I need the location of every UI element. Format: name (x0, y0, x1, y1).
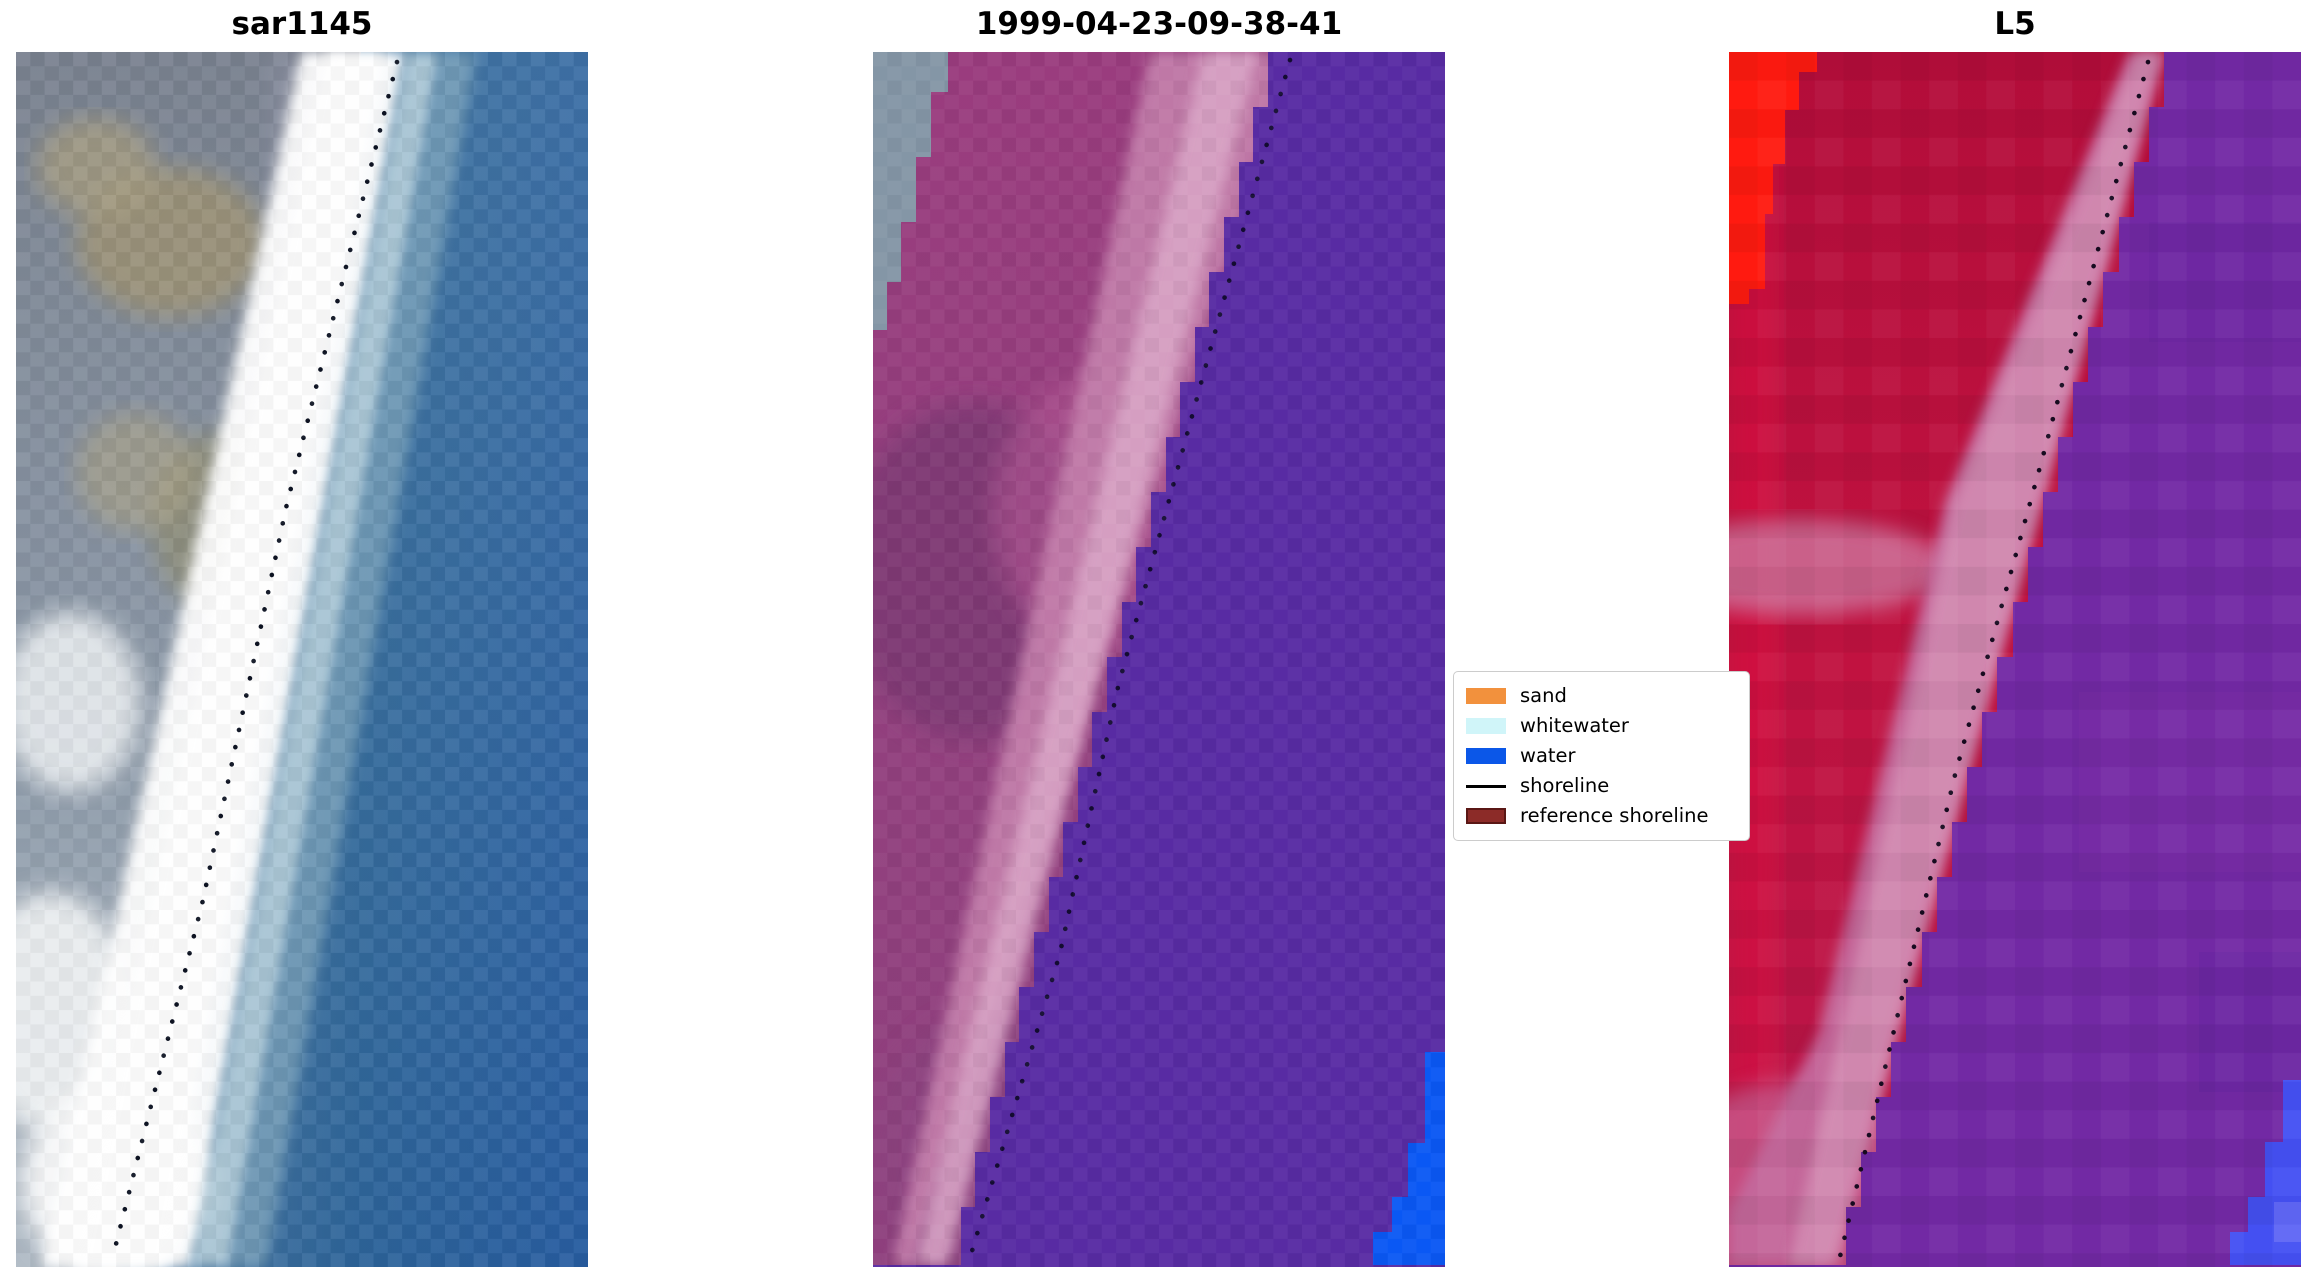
shoreline-line-swatch (1466, 784, 1506, 788)
sar1145-image (16, 52, 588, 1267)
panel-classified-image (873, 52, 1445, 1267)
legend-row-shoreline: shoreline (1466, 771, 1737, 801)
legend-row-sand: sand (1466, 681, 1737, 711)
legend-label-shoreline: shoreline (1520, 774, 1610, 797)
panel-l5-image (1729, 52, 2301, 1267)
legend-row-reference-shoreline: reference shoreline (1466, 801, 1737, 831)
panel-title-l5: L5 (1994, 6, 2036, 42)
reference-shoreline-swatch (1466, 808, 1506, 824)
water-swatch (1466, 748, 1506, 764)
classified-image (873, 52, 1445, 1267)
l5-image (1729, 52, 2301, 1267)
legend-label-sand: sand (1520, 684, 1567, 707)
panel-title-sar1145: sar1145 (231, 6, 373, 42)
sand-swatch (1466, 688, 1506, 704)
legend-label-water: water (1520, 744, 1576, 767)
whitewater-swatch (1466, 718, 1506, 734)
legend-row-water: water (1466, 741, 1737, 771)
panel-title-date: 1999-04-23-09-38-41 (975, 6, 1343, 42)
legend: sand whitewater water shoreline referenc… (1453, 671, 1750, 841)
legend-label-whitewater: whitewater (1520, 714, 1629, 737)
legend-row-whitewater: whitewater (1466, 711, 1737, 741)
legend-label-reference-shoreline: reference shoreline (1520, 804, 1709, 827)
panel-sar1145-image (16, 52, 588, 1267)
